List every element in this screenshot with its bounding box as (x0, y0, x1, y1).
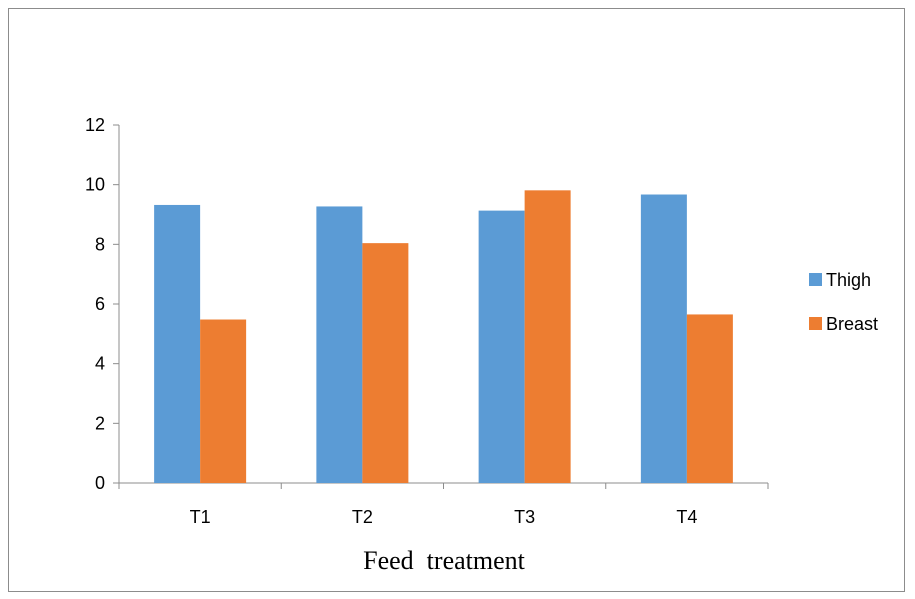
bar-breast-t2 (362, 243, 409, 483)
legend-label-breast: Breast (826, 314, 878, 334)
x-tick-label: T2 (352, 507, 373, 527)
chart-legend: Thigh Breast (809, 270, 878, 334)
x-tick-label: T3 (514, 507, 535, 527)
bar-thigh-t3 (478, 210, 525, 483)
x-tick-label: T4 (676, 507, 697, 527)
bar-breast-t1 (200, 319, 247, 483)
y-tick-label: 6 (95, 294, 105, 314)
bar-breast-t4 (686, 314, 733, 483)
bar-breast-t3 (524, 190, 571, 483)
y-tick-label: 0 (95, 473, 105, 493)
legend-label-thigh: Thigh (826, 270, 871, 290)
y-tick-label: 4 (95, 354, 105, 374)
bar-thigh-t4 (640, 194, 687, 484)
y-tick-label: 12 (85, 115, 105, 135)
legend-swatch-thigh (809, 273, 822, 286)
y-tick-label: 8 (95, 234, 105, 254)
y-tick-label: 10 (85, 175, 105, 195)
bar-thigh-t2 (316, 206, 363, 483)
legend-swatch-breast (809, 317, 822, 330)
y-tick-label: 2 (95, 413, 105, 433)
chart-bars (154, 190, 733, 484)
x-axis-label: Feed treatment (363, 546, 525, 575)
bar-thigh-t1 (154, 204, 201, 483)
x-tick-label: T1 (190, 507, 211, 527)
